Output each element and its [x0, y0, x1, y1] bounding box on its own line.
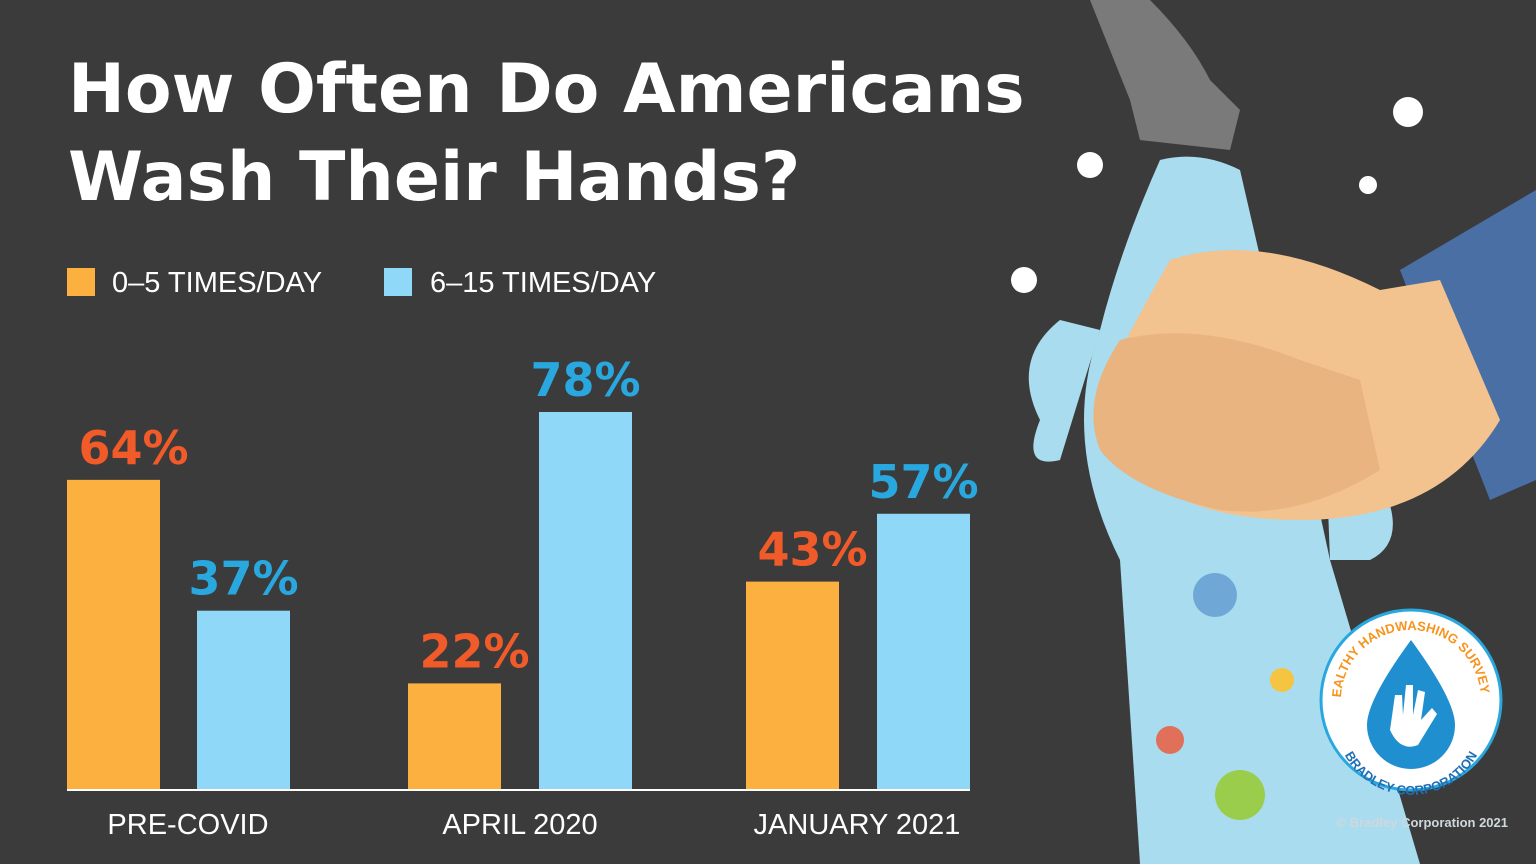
data-label-0-5-2: 43% [757, 523, 867, 577]
hands-icon [1390, 685, 1437, 747]
germ-icon [1156, 726, 1184, 754]
data-label-0-5-1: 22% [419, 624, 529, 678]
data-label-6-15-0: 37% [188, 552, 298, 606]
germ-icon [1193, 573, 1237, 617]
category-label-pre-covid: PRE-COVID [107, 809, 268, 841]
legend-swatch-0-5 [67, 268, 95, 296]
legend-swatch-6-15 [384, 268, 412, 296]
bar-0-5-0 [67, 479, 160, 790]
germ-icon [1270, 668, 1294, 692]
copyright: © Bradley Corporation 2021 [1337, 815, 1508, 830]
bar-6-15-0 [197, 610, 290, 790]
bar-6-15-2 [877, 513, 970, 790]
legend-label-6-15: 6–15 TIMES/DAY [430, 267, 656, 299]
category-label-january-2021: JANUARY 2021 [754, 809, 961, 841]
bar-0-5-2 [746, 581, 839, 790]
hand-front [1093, 333, 1380, 512]
legend-label-0-5: 0–5 TIMES/DAY [112, 267, 322, 299]
chart-title-line-1: How Often Do Americans [68, 50, 1025, 129]
chart-title-line-2: Wash Their Hands? [68, 138, 800, 217]
bar-0-5-1 [408, 683, 501, 790]
category-label-april-2020: APRIL 2020 [442, 809, 597, 841]
data-label-0-5-0: 64% [78, 421, 188, 475]
germ-icon [1215, 770, 1265, 820]
sleeve [1400, 190, 1536, 500]
data-label-6-15-2: 57% [868, 455, 978, 509]
bar-6-15-1 [539, 412, 632, 790]
data-label-6-15-1: 78% [530, 353, 640, 407]
bars: 64% 37% 22% 78% 43%57% [67, 353, 979, 790]
faucet [1090, 0, 1240, 150]
